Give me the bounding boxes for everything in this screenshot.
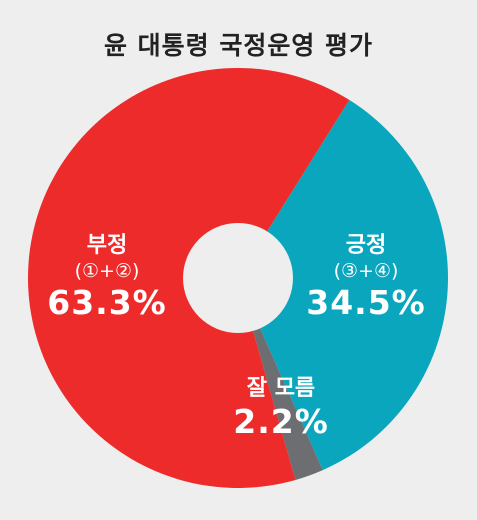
slice-label-unknown: 잘 모름 2.2%: [233, 376, 329, 442]
slice-sublabel-negative: (①+②): [74, 260, 140, 282]
slice-name-negative: 부정: [86, 233, 128, 258]
slice-label-positive: 긍정 (③+④) 34.5%: [306, 233, 426, 323]
slice-sublabel-positive: (③+④): [333, 260, 399, 282]
donut-hole: [183, 223, 293, 333]
slice-positive: [238, 99, 449, 471]
slice-label-negative: 부정 (①+②) 63.3%: [47, 233, 167, 323]
chart-title: 윤 대통령 국정운영 평가: [103, 31, 374, 60]
slice-name-positive: 긍정: [345, 233, 387, 258]
slice-value-unknown: 2.2%: [233, 402, 329, 441]
slice-name-unknown: 잘 모름: [246, 376, 316, 401]
slice-value-negative: 63.3%: [47, 283, 167, 322]
slice-value-positive: 34.5%: [306, 283, 426, 322]
